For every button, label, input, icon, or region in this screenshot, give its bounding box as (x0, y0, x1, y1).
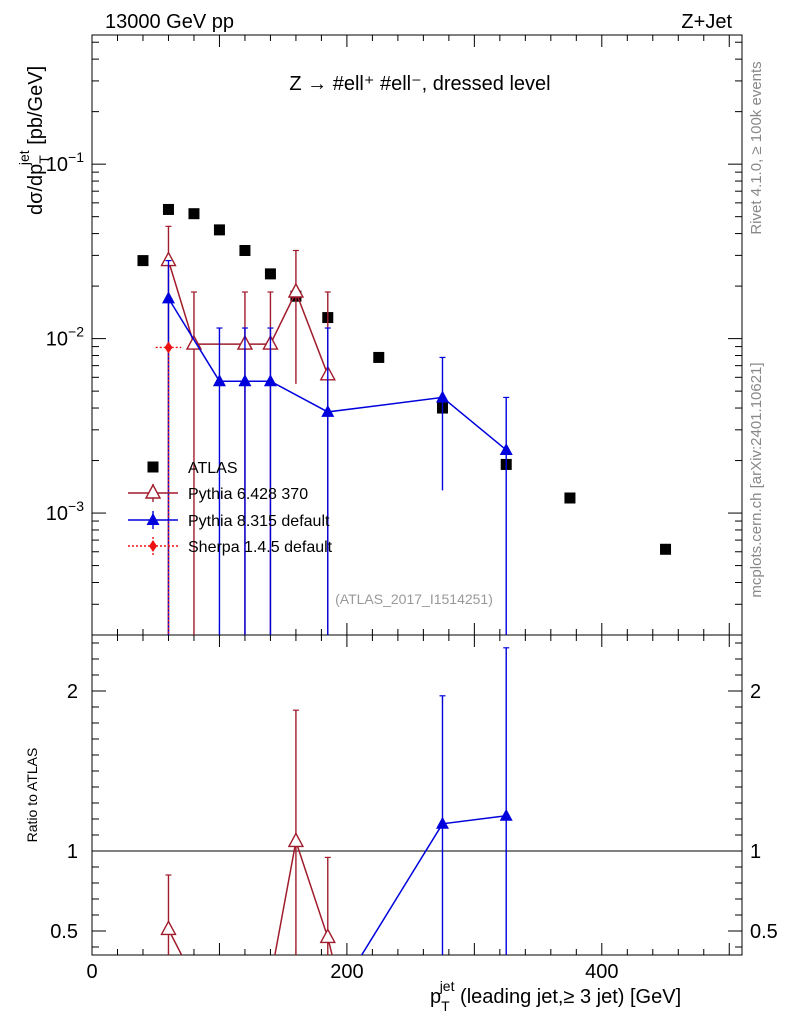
main-series-2-point (238, 374, 252, 387)
legend-marker-atlas (147, 461, 159, 473)
main-y-tick-label: 10−3 (46, 498, 84, 525)
main-y-tick-base: 10 (46, 503, 68, 525)
ratio-y-axis-label: Ratio to ATLAS (24, 748, 40, 843)
main-series-0-point (373, 351, 385, 363)
main-series-0-point (660, 543, 672, 555)
main-panel-data (137, 203, 672, 635)
main-series-0-point (264, 268, 276, 280)
main-series-2-point (263, 374, 277, 387)
x-tick-label: 0 (86, 961, 97, 983)
header-left-label: 13000 GeV pp (105, 11, 234, 33)
plot-title: Z → #ell⁺ #ell⁻, dressed level (289, 73, 550, 95)
ratio-series-0-point (287, 831, 305, 848)
main-series-0-point (213, 224, 225, 236)
main-series-2-point (321, 404, 335, 417)
main-y-tick-label: 10−2 (46, 324, 84, 351)
main-series-2-point (161, 291, 175, 304)
main-series-2-point (212, 374, 226, 387)
mcplots-label: mcplots.cern.ch [arXiv:2401.10621] (748, 362, 765, 597)
legend-marker (144, 483, 162, 499)
axis-ticks (91, 35, 742, 955)
ratio-panel-frame (91, 634, 743, 956)
main-y-tick-base: 10 (46, 154, 68, 176)
x-label-main: p (430, 986, 441, 1008)
main-y-label-rest: [pb/GeV] (25, 66, 47, 151)
x-label-rest: (leading jet,≥ 3 jet) [GeV] (454, 986, 681, 1008)
main-series-0-point (239, 244, 251, 256)
legend-marker (149, 540, 157, 552)
analysis-label: (ATLAS_2017_I1514251) (335, 591, 493, 607)
main-y-tick-exponent: −3 (68, 498, 84, 514)
main-series-1-point (287, 282, 305, 298)
main-series-0-point (137, 255, 149, 267)
x-tick-label: 200 (330, 961, 363, 983)
main-y-tick-base: 10 (46, 329, 68, 351)
ratio-series-1-point (499, 808, 513, 821)
legend-label: ATLAS (188, 460, 238, 477)
main-y-tick-exponent: −1 (68, 149, 84, 165)
ratio-y-tick-label: 2 (67, 681, 78, 703)
ratio-panel-data (92, 647, 742, 955)
ratio-series-0-point (319, 927, 336, 944)
main-y-label-sub: T (36, 155, 52, 164)
main-series-1-line (167, 260, 329, 376)
x-label-sup: jet (439, 978, 455, 994)
ratio-y-tick-label: 1 (67, 841, 78, 863)
header-right-label: Z+Jet (681, 11, 732, 33)
legend-label: Pythia 8.315 default (188, 513, 330, 530)
legend-marker (146, 513, 160, 525)
main-series-3-point (164, 341, 173, 354)
main-series-0-point (564, 492, 576, 504)
ratio-series-0-point (160, 919, 177, 936)
main-y-tick-exponent: −2 (68, 324, 84, 340)
legend-label: Sherpa 1.4.5 default (188, 539, 333, 556)
main-series-0-point (188, 208, 200, 220)
legend: ATLAS Pythia 6.428 370 Pythia 8.315 defaul… (128, 460, 333, 556)
main-y-tick-label: 10−1 (46, 149, 84, 176)
main-y-axis-label: dσ/dpTjet [pb/GeV] (16, 66, 52, 215)
ratio-series-1-point (435, 816, 449, 829)
main-series-2-point (435, 390, 449, 403)
ratio-y-tick-label-right: 1 (750, 841, 761, 863)
legend-label: Pythia 6.428 370 (188, 486, 308, 503)
x-axis-label: pTjet (leading jet,≥ 3 jet) [GeV] (430, 978, 681, 1014)
ratio-y-tick-label: 0.5 (50, 921, 78, 943)
main-y-label-sup: jet (16, 150, 32, 166)
ratio-y-tick-label-right: 0.5 (750, 921, 778, 943)
main-series-2-point (499, 442, 513, 455)
rivet-label: Rivet 4.1.0, ≥ 100k events (748, 61, 765, 234)
ratio-series-0-line (167, 841, 333, 955)
x-label-sub: T (441, 998, 450, 1014)
x-tick-label: 400 (585, 961, 618, 983)
main-series-0-point (162, 203, 174, 215)
main-y-label-main: dσ/dp (25, 164, 47, 215)
ratio-y-tick-label-right: 2 (750, 681, 761, 703)
